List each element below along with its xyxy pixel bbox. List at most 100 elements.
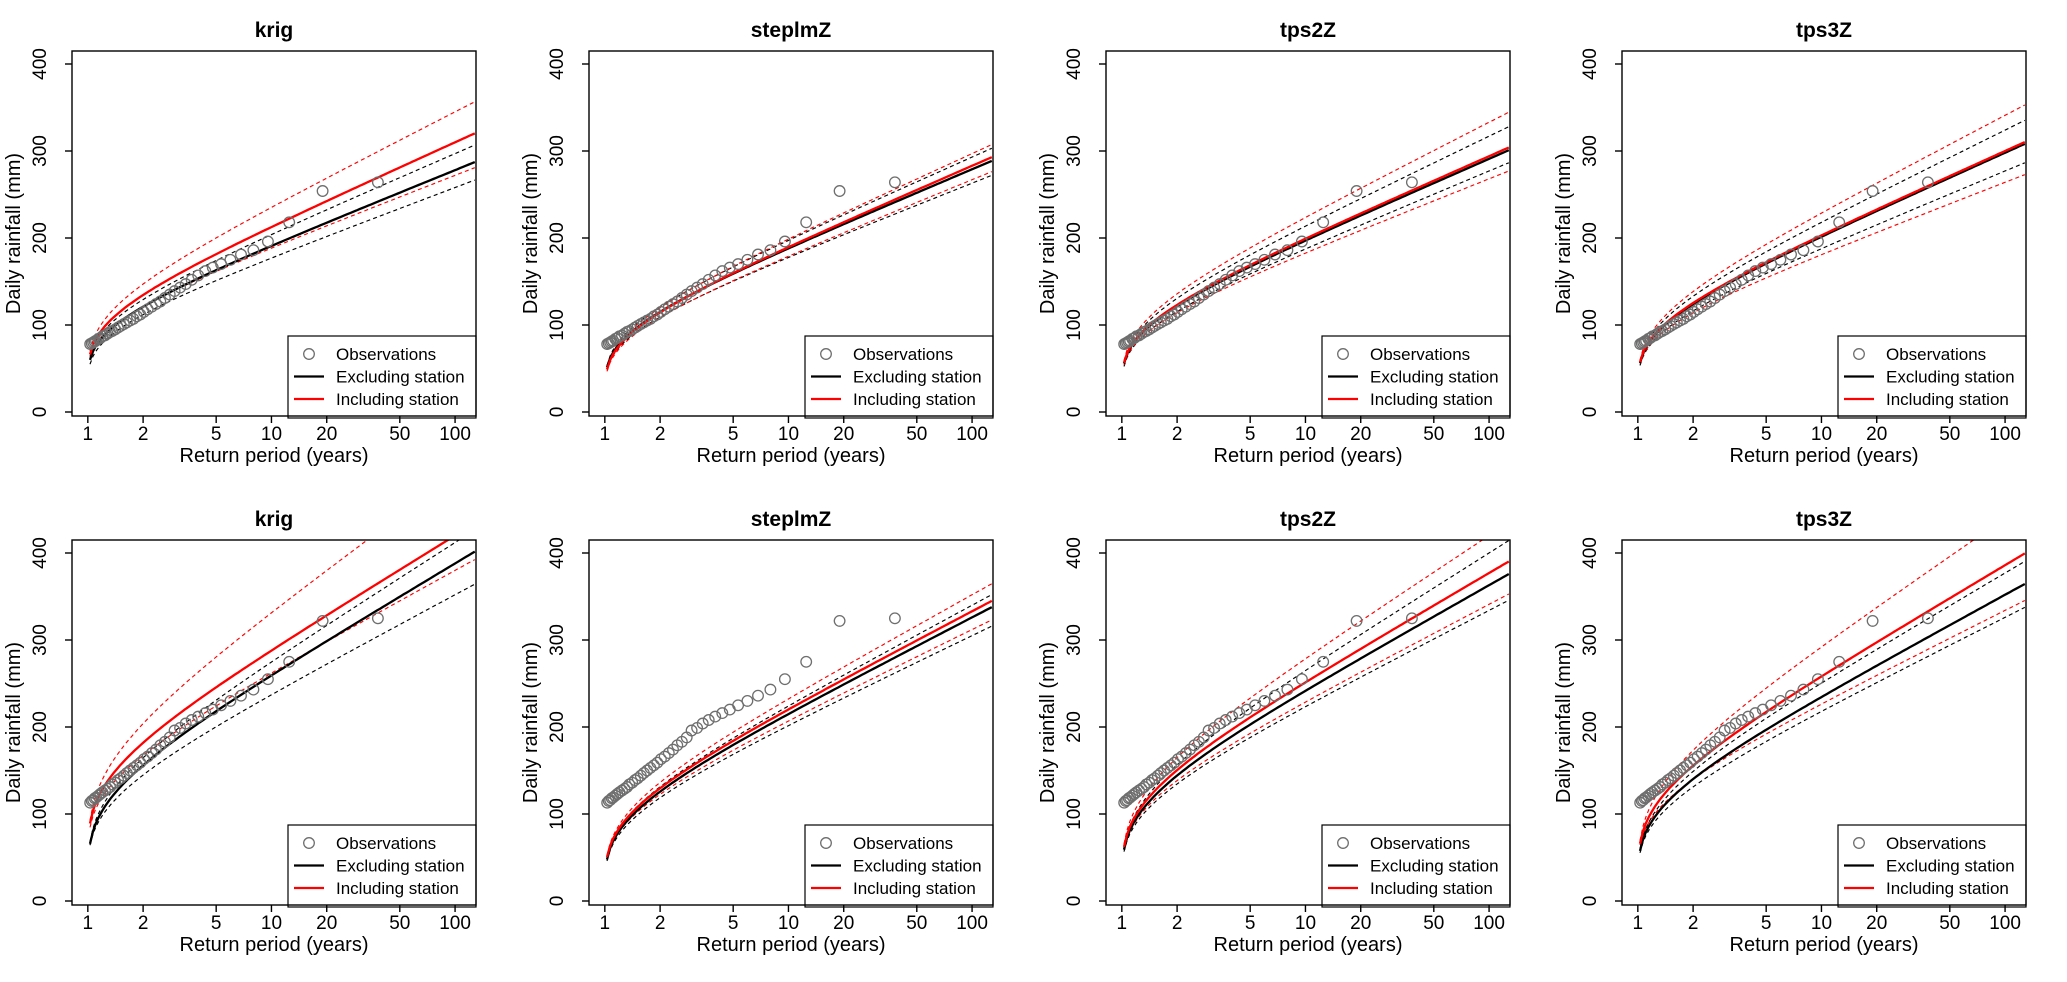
observation-point [696,278,709,291]
observation-point [1729,717,1742,729]
legend: Observations Excluding station Including s… [287,823,477,908]
legend-label: Observations [1886,834,1986,853]
y-tick-label: 200 [1580,711,1601,743]
x-tick-label: 100 [1473,424,1505,445]
observation-point [371,176,384,189]
observation-point [185,713,198,726]
observation-point [179,717,192,729]
y-tick-label: 200 [547,711,568,743]
y-tick-label: 300 [1064,135,1085,167]
observation-point [145,746,158,759]
observation-point [800,655,812,668]
x-axis-title: Return period (years) [1213,445,1402,467]
observation-point [247,683,260,696]
x-tick-label: 10 [1811,424,1832,445]
x-tick-label: 5 [211,424,222,445]
series-including-curve [88,539,451,824]
observation-point [1797,244,1810,257]
y-tick-label: 200 [30,222,51,254]
observation-point [1295,235,1308,248]
observation-point [1280,244,1293,257]
series-excluding-ci-curve [89,144,476,357]
legend-label: Excluding station [1370,856,1499,875]
observation-point [651,756,664,769]
legend-item: Observations [303,834,436,853]
observation-point [1145,321,1158,334]
observation-point [1691,750,1704,763]
plot-area [1117,111,1509,367]
observation-point [1202,724,1215,736]
y-axis: 0 100 200 300 400 Daily rainfall (mm) [520,48,589,417]
legend: Observations Excluding station Including s… [287,335,477,419]
observation-point [168,724,181,736]
y-axis-title: Daily rainfall (mm) [1553,153,1575,314]
x-axis: 1 2 5 10 20 50 100 Return period (years) [599,904,988,956]
observation-point [1213,717,1226,729]
legend: Observations Excluding station Including s… [804,823,994,908]
legend-label: Including station [336,390,459,409]
observation-point [1718,724,1731,736]
plot-area [1117,539,1509,852]
y-tick-label: 300 [547,135,568,167]
legend-point-symbol [1853,348,1866,360]
series-including-ci-curve [1122,111,1509,361]
observation-point [261,672,274,685]
plot-frame [588,50,994,417]
observation-point [708,269,721,282]
observation-point [1219,713,1232,726]
legend-label: Including station [336,879,459,898]
x-tick-label: 20 [1350,424,1371,445]
chart-tps2Z-row1: Observations Excluding station Including s… [1033,0,1551,489]
plot-frame [71,50,477,417]
x-tick-label: 20 [833,424,854,445]
x-tick-label: 2 [138,424,149,445]
observation-point [1757,261,1770,274]
observation-point [1295,672,1308,685]
x-tick-label: 10 [778,424,799,445]
series-including-ci-curve [606,618,992,859]
y-tick-label: 400 [1064,48,1085,80]
observation-point [1742,710,1755,723]
observation-point [316,614,329,627]
x-tick-label: 50 [389,913,410,934]
observation-point [1232,265,1245,278]
y-tick-label: 400 [1580,48,1601,80]
x-tick-label: 5 [1244,913,1255,934]
observation-point [235,248,247,261]
y-axis-title: Daily rainfall (mm) [1037,641,1059,802]
observation-point [141,750,154,763]
y-axis: 0 100 200 300 400 Daily rainfall (mm) [1037,48,1106,417]
y-tick-label: 200 [1064,222,1085,254]
observation-point [1232,706,1245,719]
legend-point-symbol [1853,836,1866,849]
observation-point [1179,746,1192,759]
observation-point [658,750,671,763]
observation-point [150,743,162,756]
observation-point [199,706,212,719]
observation-point [1280,683,1293,696]
observation-point [1729,278,1742,291]
observation-point [1749,706,1762,719]
observation-point [1735,273,1748,286]
y-tick-label: 200 [1064,711,1085,743]
observation-point [647,758,660,771]
legend-label: Including station [1886,879,2009,898]
y-tick-label: 0 [1064,407,1085,418]
series-including-curve [605,156,993,370]
y-tick-label: 0 [1580,407,1601,418]
observation-point [716,265,729,278]
x-tick-label: 5 [728,913,739,934]
legend-item: Observations [1336,345,1470,364]
observation-point [685,724,698,736]
plot-area [1634,539,2026,853]
legend-label: Including station [853,879,976,898]
observation-point [106,325,119,338]
observation-point [1742,269,1755,282]
observation-point [1175,750,1188,763]
observation-point [623,325,636,338]
observation-point [1268,248,1281,261]
legend-label: Observations [1370,345,1470,364]
observation-point [1833,216,1846,229]
y-tick-label: 100 [547,798,568,830]
legend-item: Observations [819,834,953,853]
